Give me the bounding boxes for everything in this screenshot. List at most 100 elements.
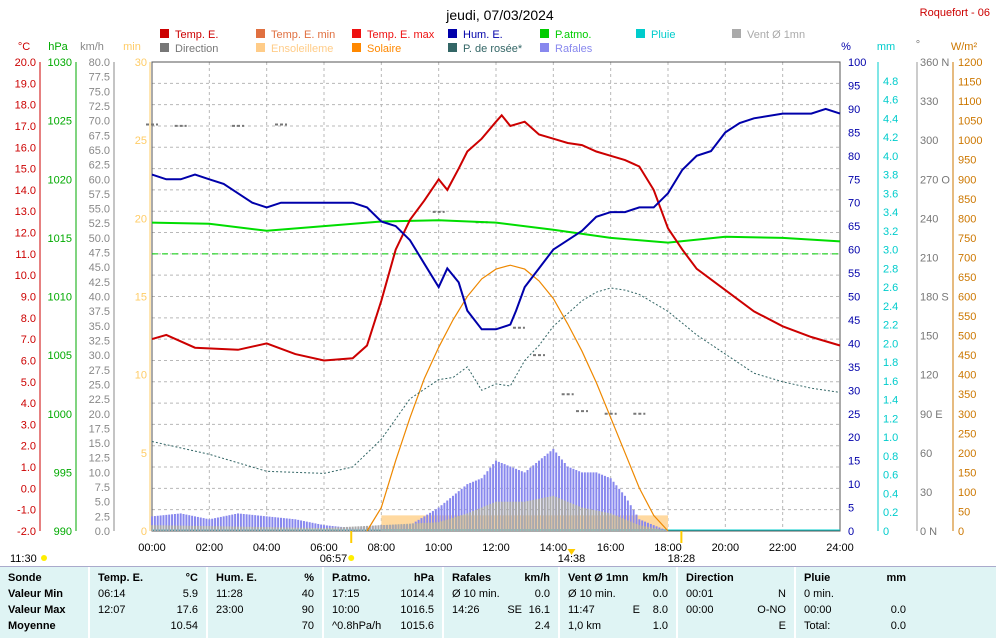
press-axis-tick-label: 1000: [48, 409, 72, 421]
legend-swatch: [352, 43, 361, 52]
table-cell-value: 90: [301, 604, 314, 616]
wind-axis-tick-label: 42.5: [89, 277, 110, 289]
rain-axis-tick-label: 4.4: [883, 113, 898, 125]
temp-axis-tick-label: 6.0: [21, 355, 36, 367]
table-unit: °C: [185, 572, 198, 584]
table-header: Rafales: [452, 572, 492, 584]
unit-temp: °C: [18, 41, 30, 53]
press-axis-tick-label: 1015: [48, 233, 72, 245]
wind-axis-tick-label: 22.5: [89, 394, 110, 406]
time-tick-label: 10:00: [425, 542, 453, 554]
hum-axis-tick-label: 45: [848, 315, 860, 327]
legend-label: Solaire: [367, 43, 401, 55]
table-cell-time: 00:00: [804, 604, 832, 616]
axis-units: °C hPa km/h min % mm ° W/m²: [18, 39, 978, 53]
solar-axis-tick-label: 150: [958, 467, 976, 479]
press-axis-tick-label: 1025: [48, 116, 72, 128]
solar-axis-tick-label: 650: [958, 272, 976, 284]
rain-axis-tick-label: 2.6: [883, 282, 898, 294]
press-axis-tick-label: 1030: [48, 57, 72, 69]
sun-axis-tick-label: 20: [135, 213, 147, 225]
time-tick-label: 12:00: [482, 542, 510, 554]
temp-axis-tick-label: 11.0: [15, 249, 36, 261]
table-cell-value: O-NO: [757, 604, 786, 616]
solar-line: [366, 264, 669, 532]
hum-axis-tick-label: 5: [848, 503, 854, 515]
temp-axis-tick-label: 17.0: [15, 121, 36, 133]
table-cell-time: 12:07: [98, 604, 126, 616]
wind-axis-tick-label: 30.0: [89, 350, 110, 362]
rain-axis-tick-label: 1.2: [883, 413, 898, 425]
table-header: Hum. E.: [216, 572, 257, 584]
solar-axis-tick-label: 350: [958, 389, 976, 401]
press-axis-tick-label: 1010: [48, 292, 72, 304]
solar-axis-tick-label: 1100: [958, 96, 982, 108]
solar-axis-tick-label: 50: [958, 506, 970, 518]
wind-axis-tick-label: 70.0: [89, 116, 110, 128]
time-tick-label: 02:00: [196, 542, 224, 554]
dir-axis-tick-label: 300: [920, 135, 938, 147]
hum-axis-tick-label: 15: [848, 456, 860, 468]
rain-axis-tick-label: 1.6: [883, 376, 898, 388]
solar-axis-tick-label: 450: [958, 350, 976, 362]
rain-axis-tick-label: 3.4: [883, 207, 898, 219]
temp-axis-tick-label: 8.0: [21, 313, 36, 325]
unit-dir: °: [916, 39, 920, 51]
table-column: P.atmo. hPa 17:15 1014.4 10:00 1016.5 ^0.8hPa/…: [322, 567, 442, 638]
wind-axis-tick-label: 80.0: [89, 57, 110, 69]
sunrise-icon: [348, 555, 355, 561]
dir-axis-tick-label: 90 E: [920, 409, 943, 421]
sun-axis-tick-label: 30: [135, 57, 147, 69]
table-cell-value: 5.9: [182, 588, 198, 600]
time-tick-label: 06:00: [310, 542, 338, 554]
rain-axis-tick-label: 3.6: [883, 188, 898, 200]
table-column: Temp. E. °C 06:14 5.9 12:07 17.6 10.54: [88, 567, 206, 638]
table-cell-time: 11:47: [568, 604, 595, 616]
legend-label: Temp. E.: [175, 29, 218, 41]
table-cell-dir: E: [632, 604, 640, 616]
legend-swatch: [160, 43, 169, 52]
table-cell-time: 14:26: [452, 604, 480, 616]
dir-axis-tick-label: 240: [920, 213, 938, 225]
dir-axis-tick-label: 270 O: [920, 174, 950, 186]
wind-axis-tick-label: 7.5: [95, 482, 110, 494]
temp-axis-tick-label: 19.0: [15, 78, 36, 90]
legend-swatch: [540, 29, 549, 38]
table-row-label: Valeur Min: [8, 588, 64, 600]
hum-axis-tick-label: 75: [848, 174, 860, 186]
temp-axis-tick-label: 1.0: [21, 462, 36, 474]
press-axis-tick-label: 1005: [48, 350, 72, 362]
dir-axis-tick-label: 0 N: [920, 526, 937, 538]
table-cell-time: ^0.8hPa/h: [332, 620, 382, 632]
dir-axis-tick-label: 60: [920, 448, 932, 460]
solar-axis-tick-label: 600: [958, 292, 976, 304]
hum-axis-tick-label: 100: [848, 57, 866, 69]
table-column: Vent Ø 1mn km/h Ø 10 min. 0.0 11:47 E 8.0 1,0 k…: [558, 567, 676, 638]
rain-axis-tick-label: 0.2: [883, 507, 898, 519]
time-tick-label: 00:00: [138, 542, 166, 554]
legend-label: Vent Ø 1mn: [747, 29, 805, 41]
table-cell-value: 1014.4: [400, 588, 434, 600]
rain-axis-tick-label: 2.4: [883, 301, 898, 313]
wind-axis-tick-label: 52.5: [89, 218, 110, 230]
sun-axis-tick-label: 5: [141, 448, 147, 460]
temp-axis-tick-label: 2.0: [21, 441, 36, 453]
temp-axis-tick-label: 20.0: [15, 57, 36, 69]
table-cell-time: 00:00: [686, 604, 714, 616]
table-cell-value: 1015.6: [400, 620, 434, 632]
table-cell-time: 06:14: [98, 588, 126, 600]
legend-label: Pluie: [651, 29, 675, 41]
temp-axis-tick-label: 15.0: [15, 164, 36, 176]
wind-axis-tick-label: 37.5: [89, 306, 110, 318]
wind-axis-tick-label: 0.0: [95, 526, 110, 538]
moonrise-label: 11:30: [10, 553, 37, 565]
table-cell-value: 2.4: [534, 620, 550, 632]
temp-axis-tick-label: -1.0: [17, 505, 36, 517]
dir-axis-tick-label: 180 S: [920, 292, 949, 304]
sun-axis-tick-label: 15: [135, 292, 147, 304]
wind-axis-tick-label: 2.5: [95, 511, 110, 523]
wind-axis-tick-label: 72.5: [89, 101, 110, 113]
weather-chart: jeudi, 07/03/2024 Roquefort - 06 Temp. E…: [10, 7, 990, 565]
rain-axis-tick-label: 1.4: [883, 395, 898, 407]
temp-axis-tick-label: 7.0: [21, 334, 36, 346]
